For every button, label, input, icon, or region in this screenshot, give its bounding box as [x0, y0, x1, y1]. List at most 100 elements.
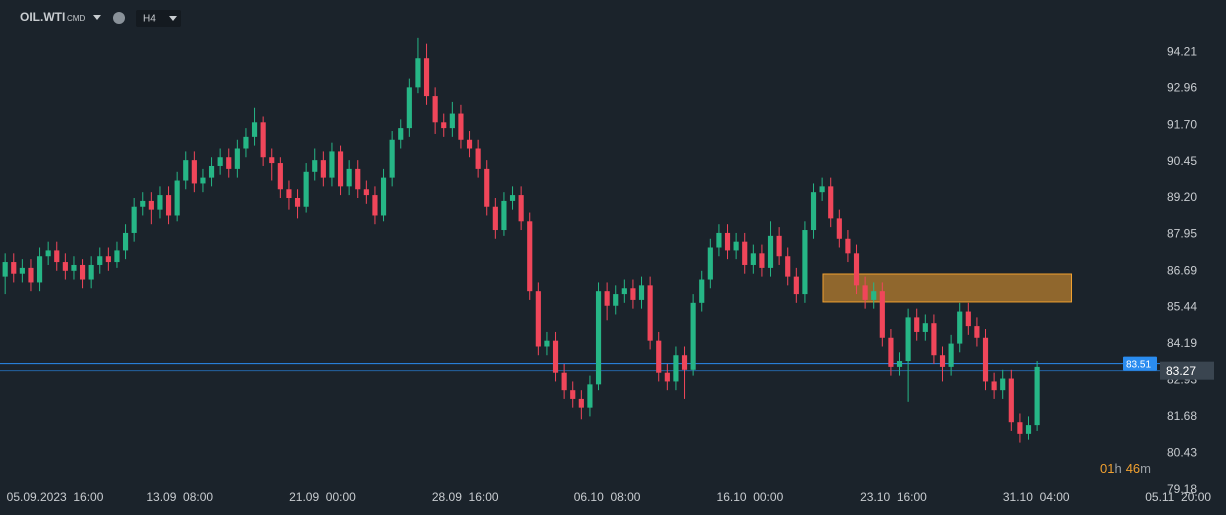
candle-body: [415, 58, 421, 88]
symbol[interactable]: OIL.WTI: [20, 10, 65, 24]
candle-body: [337, 151, 344, 187]
y-tick-label: 89.20: [1167, 190, 1197, 204]
candle-body: [432, 96, 438, 123]
y-tick-label: 81.68: [1167, 409, 1197, 423]
candle-body: [423, 58, 430, 97]
last-price-label: 83.27: [1166, 364, 1196, 378]
candle-body: [604, 291, 610, 306]
candle-body: [544, 340, 550, 347]
supply-zone: [822, 273, 1073, 303]
candle-body: [621, 288, 627, 295]
candle-body: [561, 372, 567, 391]
candle-body: [742, 241, 748, 265]
candle-body: [699, 279, 705, 303]
candle-body: [595, 291, 602, 385]
candle-body: [11, 262, 17, 274]
candle-body: [355, 168, 361, 190]
candle-body: [587, 384, 593, 408]
header[interactable]: OIL.WTI CMD H4: [20, 10, 181, 27]
candle-body: [724, 232, 731, 251]
candle-body: [174, 180, 180, 216]
timeframe[interactable]: H4: [143, 14, 156, 25]
countdown-hours: 01: [1100, 461, 1114, 476]
candle-body: [836, 218, 842, 239]
candle-body: [1025, 425, 1032, 434]
candle-body: [716, 232, 722, 248]
candle-body: [879, 291, 885, 338]
candle-body: [570, 390, 576, 399]
candle-body: [681, 355, 688, 370]
candle-body: [251, 122, 258, 137]
bid-price-tag: [1123, 356, 1157, 371]
candle-body: [363, 189, 369, 196]
candle-body: [793, 276, 799, 295]
candle-body: [449, 113, 455, 129]
x-tick-label: 21.09 00:00: [289, 490, 356, 504]
candle-body: [767, 235, 774, 268]
candle-body: [329, 151, 335, 178]
candle-body: [518, 195, 524, 222]
y-tick-label: 90.45: [1167, 154, 1197, 168]
candle-body: [785, 256, 791, 277]
dropdown-arrow[interactable]: [93, 15, 101, 20]
candle-body: [200, 177, 206, 184]
candle-body: [165, 195, 172, 216]
info-icon[interactable]: [113, 12, 125, 24]
candle-body: [131, 206, 137, 233]
candle-body: [260, 122, 266, 158]
candle-body: [638, 285, 645, 300]
candle-body: [802, 230, 808, 295]
x-tick-label: 13.09 08:00: [146, 490, 213, 504]
candle-body: [939, 355, 946, 367]
candle-body: [828, 186, 834, 219]
candle-body: [552, 340, 559, 373]
candle-body: [105, 256, 111, 263]
candle-body: [750, 253, 756, 265]
candle-body: [97, 256, 103, 265]
candle-body: [346, 168, 352, 187]
candle-body: [441, 122, 447, 129]
candle-body: [191, 160, 197, 184]
candle-body: [957, 311, 963, 344]
candle-body: [398, 128, 404, 140]
candle-body: [845, 238, 851, 254]
countdown: 01h 46m: [1100, 461, 1151, 476]
candle-body: [509, 195, 516, 201]
candle-body: [406, 87, 412, 129]
candle-body: [243, 136, 249, 149]
candle-body: [733, 241, 739, 251]
candle-body: [690, 302, 696, 370]
y-tick-label: 94.21: [1167, 44, 1197, 58]
candle-body: [269, 157, 275, 164]
candle-body: [484, 168, 490, 207]
candle-body: [776, 235, 782, 257]
candle-body: [871, 291, 877, 300]
candle-body: [965, 311, 971, 327]
candle-body: [810, 192, 817, 231]
timeframe-box[interactable]: [136, 10, 181, 27]
candle-body: [896, 361, 903, 367]
candle-body: [888, 337, 894, 367]
candle-body: [1000, 378, 1006, 391]
candle-body: [931, 323, 937, 356]
candle-body: [647, 285, 653, 341]
candle-body: [372, 195, 378, 216]
candle-body: [707, 247, 713, 280]
candle-body: [535, 291, 541, 347]
candle-body: [226, 157, 232, 169]
y-tick-label: 79.18: [1167, 482, 1197, 496]
y-tick-label: 85.44: [1167, 300, 1197, 314]
y-tick-label: 91.70: [1167, 117, 1197, 131]
candle-body: [664, 372, 670, 382]
candle-body: [2, 262, 8, 277]
candle-body: [466, 139, 473, 149]
candle-body: [759, 253, 765, 268]
candle-body: [1008, 378, 1014, 423]
candle-body: [54, 250, 60, 263]
candle-body: [208, 165, 215, 178]
candle-body: [656, 340, 662, 373]
timeframe-arrow[interactable]: [169, 16, 177, 21]
candle-body: [862, 285, 868, 300]
